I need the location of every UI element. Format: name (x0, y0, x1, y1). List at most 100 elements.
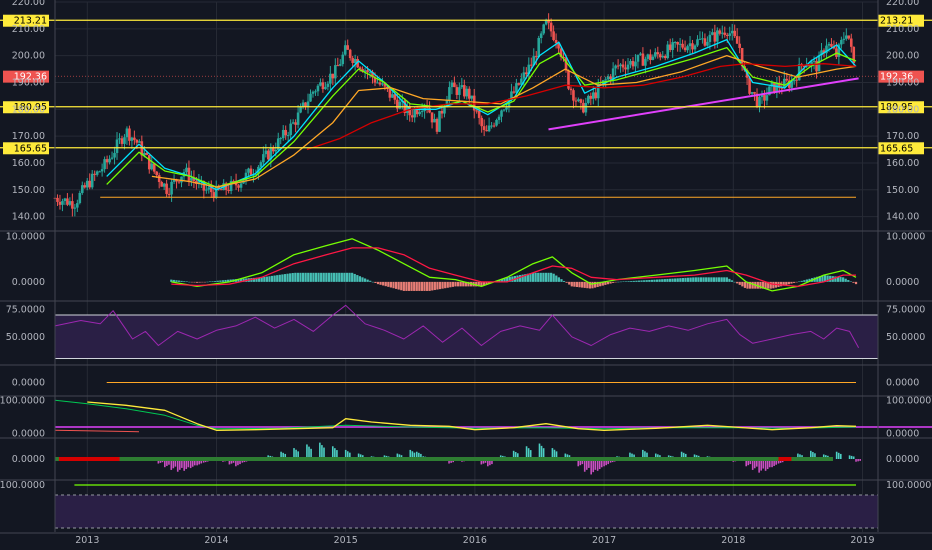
candle-up (510, 91, 513, 99)
macd-hist-bar-down (438, 281, 442, 290)
candle-up (604, 79, 607, 81)
macd-hist-bar-up (539, 272, 542, 282)
osc-bar-negative (857, 459, 859, 462)
candle-up (170, 181, 173, 195)
candle-up (537, 38, 541, 58)
level-label-left-bg (3, 14, 49, 27)
candle-up (817, 55, 821, 72)
candle-up (720, 32, 724, 34)
macd-hist-bar-down (454, 281, 457, 287)
macd-hist-bar-up (552, 273, 555, 282)
candle-up (108, 158, 111, 163)
stoch-axis-tick-left: 0.0000 (12, 429, 45, 440)
osc-bar-negative (751, 459, 754, 470)
macd-hist-bar-down (464, 281, 467, 287)
candle-down (304, 102, 307, 108)
osc-bar-positive (839, 453, 842, 459)
macd-hist-bar-up (224, 279, 227, 282)
macd-hist-bar-up (172, 279, 175, 282)
macd-hist-bar-up (808, 278, 811, 282)
osc-bar-positive (319, 442, 321, 459)
candle-up (78, 192, 82, 204)
macd-hist-bar-up (519, 275, 522, 282)
osc-bar-negative (756, 459, 758, 467)
osc-bar-negative (480, 459, 483, 465)
price-axis-tick-right: 180.00 (886, 104, 919, 115)
candle-down (88, 180, 92, 188)
candle-up (254, 173, 258, 175)
candle-up (728, 33, 732, 36)
macd-hist-bar-down (201, 281, 204, 283)
macd-hist-bar-down (596, 281, 599, 287)
macd-hist-bar-up (524, 274, 527, 282)
candle-up (207, 187, 211, 190)
candle-up (584, 103, 588, 113)
candle-up (398, 101, 402, 109)
macd-hist-bar-down (431, 281, 434, 291)
osc-bar-negative (775, 459, 777, 465)
candle-down (477, 110, 481, 118)
macd-hist-bar-down (407, 281, 411, 291)
candle-down (822, 50, 826, 54)
osc-bar-negative (239, 459, 241, 465)
price-candles (53, 13, 856, 217)
candle-up (661, 56, 665, 58)
candle-down (778, 82, 781, 88)
macd-hist-bar-down (451, 281, 455, 287)
macd-hist-bar-up (694, 277, 697, 282)
candle-down (453, 82, 456, 88)
candle-up (790, 81, 794, 88)
osc-bar-positive (334, 448, 336, 459)
osc-bar-negative (198, 459, 200, 465)
price-axis-tick-right: 190.00 (886, 77, 919, 88)
candle-up (229, 180, 233, 191)
osc-bar-positive (525, 446, 528, 459)
candle-up (460, 85, 464, 88)
osc-bar-positive (529, 450, 532, 459)
macd-hist-bar-up (826, 275, 829, 282)
macd-hist-bar-down (614, 281, 617, 283)
macd-hist-bar-up (648, 279, 651, 282)
support-trendline (548, 77, 859, 131)
candle-down (480, 117, 483, 127)
macd-hist-bar-down (405, 281, 408, 291)
osc-bar-positive (321, 445, 323, 459)
candle-down (567, 70, 570, 89)
macd-hist-bar-down (606, 281, 610, 285)
macd-hist-bar-down (198, 281, 201, 283)
macd-hist-bar-up (562, 280, 566, 282)
candle-down (209, 187, 213, 193)
candle-up (542, 24, 545, 34)
macd-hist-bar-up (640, 280, 643, 282)
candle-up (443, 107, 446, 114)
osc-bar-negative (859, 459, 861, 461)
candle-up (438, 110, 441, 132)
candle-up (343, 45, 347, 55)
macd-hist-bar-up (273, 275, 276, 282)
osc-bar-positive (797, 453, 799, 459)
macd-hist-bar-up (712, 277, 716, 282)
bottom-band-fill (55, 495, 878, 528)
candle-down (475, 110, 479, 112)
osc-bar-positive (538, 443, 541, 459)
osc-bar-negative (577, 459, 580, 467)
macd-hist-bar-down (795, 281, 798, 283)
macd-hist-bar-up (358, 276, 362, 282)
macd-hist-bar-up (550, 272, 553, 282)
macd-hist-bar-up (544, 272, 548, 282)
macd-hist-bar-up (227, 279, 230, 282)
osc-bar-negative (482, 459, 485, 464)
macd-hist-bar-up (661, 279, 664, 282)
candle-down (753, 92, 756, 94)
macd-hist-bar-up (684, 277, 687, 282)
macd-hist-bar-up (506, 277, 509, 282)
osc-bar-positive (308, 446, 310, 459)
candle-down (145, 153, 149, 156)
macd-hist-bar-up (170, 279, 173, 282)
candle-down (529, 64, 533, 66)
candle-down (410, 115, 414, 118)
macd-hist-bar-up (816, 276, 819, 282)
candle-up (845, 35, 848, 39)
macd-hist-bar-up (252, 277, 256, 282)
